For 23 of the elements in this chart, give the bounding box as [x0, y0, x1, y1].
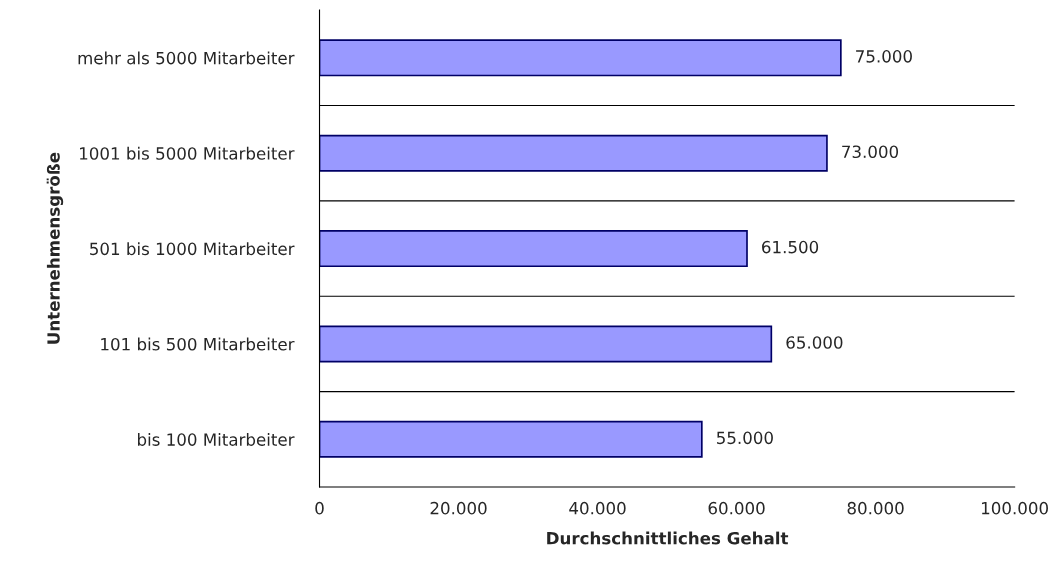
data-label: 73.000	[842, 145, 899, 159]
data-label: 61.500	[762, 240, 819, 254]
x-tick-label: 20.000	[430, 501, 487, 515]
data-label: 65.000	[786, 336, 843, 349]
x-tick-label: 40.000	[569, 501, 626, 515]
y-tick-label: mehr als 5000 Mitarbeiter	[78, 51, 295, 65]
y-tick-label: 501 bis 1000 Mitarbeiter	[90, 242, 295, 256]
bar	[319, 134, 828, 172]
bar	[319, 230, 748, 268]
x-tick-label: 80.000	[847, 501, 904, 515]
y-tick-label: 101 bis 500 Mitarbeiter	[101, 337, 295, 351]
data-label: 55.000	[717, 431, 773, 445]
data-label: 75.000	[856, 50, 912, 63]
bar	[319, 420, 703, 458]
bar	[319, 39, 842, 77]
y-tick-label: 1001 bis 5000 Mitarbeiter	[80, 146, 295, 160]
x-tick-label: 60.000	[708, 501, 765, 515]
x-tick-label: 100.000	[981, 501, 1048, 515]
bar	[319, 325, 773, 363]
y-tick-label: bis 100 Mitarbeiter	[138, 432, 295, 446]
y-axis-title: Unternehmensgröße	[46, 152, 64, 344]
x-tick-label: 0	[315, 501, 324, 515]
x-axis-title: Durchschnittliches Gehalt	[547, 531, 789, 545]
